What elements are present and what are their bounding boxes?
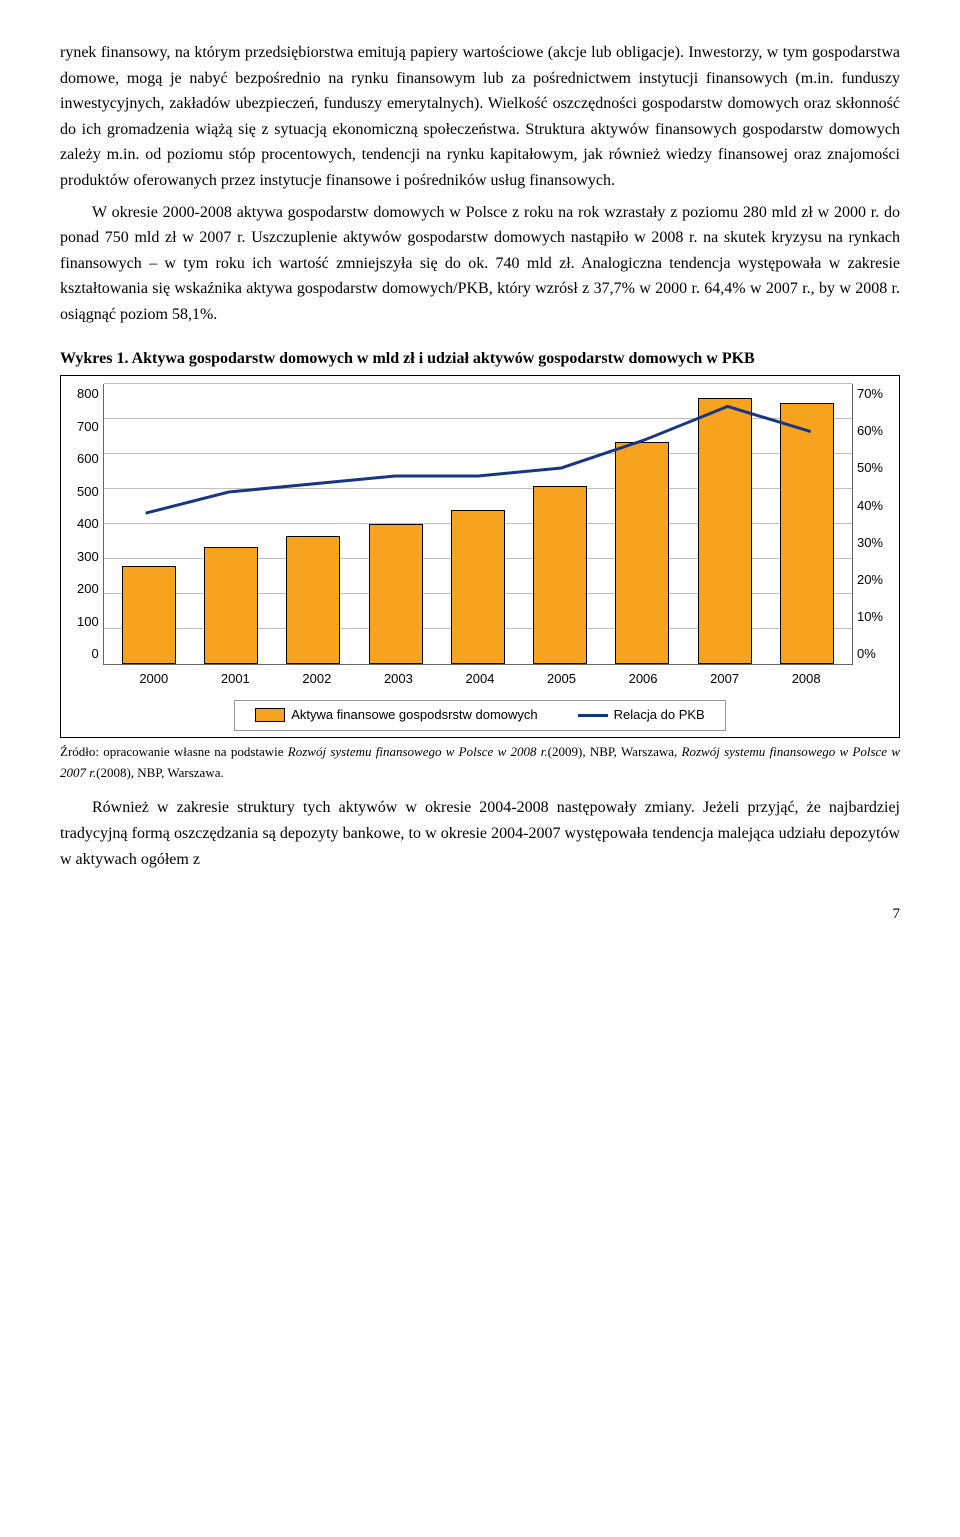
- y-right-tick: 50%: [857, 458, 883, 479]
- page-number: 7: [60, 902, 900, 926]
- chart-bar: [369, 524, 423, 664]
- source-mid: (2009), NBP, Warszawa,: [548, 744, 682, 759]
- chart-bar: [122, 566, 176, 664]
- y-left-tick: 600: [77, 449, 99, 470]
- y-axis-left: 800 700 600 500 400 300 200 100 0: [73, 384, 103, 665]
- x-tick: 2003: [384, 669, 413, 690]
- y-right-tick: 20%: [857, 570, 883, 591]
- chart-plot: [103, 384, 853, 665]
- chart-bar: [204, 547, 258, 664]
- y-left-tick: 100: [77, 612, 99, 633]
- y-left-tick: 200: [77, 579, 99, 600]
- chart-container: 800 700 600 500 400 300 200 100 0 70% 60% 50% 40% 30…: [60, 375, 900, 738]
- y-right-tick: 60%: [857, 421, 883, 442]
- chart-bar: [698, 398, 752, 664]
- chart-area: 800 700 600 500 400 300 200 100 0 70% 60% 50% 40% 30…: [73, 384, 887, 665]
- x-tick: 2007: [710, 669, 739, 690]
- x-tick: 2008: [792, 669, 821, 690]
- x-tick: 2002: [302, 669, 331, 690]
- paragraph-3: Również w zakresie struktury tych aktywó…: [60, 795, 900, 872]
- paragraph-1: rynek finansowy, na którym przedsiębiors…: [60, 40, 900, 194]
- x-tick: 2000: [139, 669, 168, 690]
- y-left-tick: 0: [91, 644, 98, 665]
- y-left-tick: 800: [77, 384, 99, 405]
- legend-bar-label: Aktywa finansowe gospodsrstw domowych: [291, 705, 537, 726]
- chart-source: Źródło: opracowanie własne na podstawie …: [60, 742, 900, 784]
- y-left-tick: 500: [77, 482, 99, 503]
- chart-title: Wykres 1. Aktywa gospodarstw domowych w …: [60, 346, 900, 372]
- source-end: (2008), NBP, Warszawa.: [96, 765, 224, 780]
- y-right-tick: 40%: [857, 496, 883, 517]
- x-axis: 2000 2001 2002 2003 2004 2005 2006 2007 2008: [113, 669, 847, 690]
- chart-bar: [533, 486, 587, 665]
- legend-line-label: Relacja do PKB: [614, 705, 705, 726]
- y-axis-right: 70% 60% 50% 40% 30% 20% 10% 0%: [853, 384, 887, 665]
- source-italic-1: Rozwój systemu finansowego w Polsce w 20…: [288, 744, 548, 759]
- y-left-tick: 700: [77, 417, 99, 438]
- x-tick: 2006: [629, 669, 658, 690]
- chart-bar: [451, 510, 505, 664]
- bar-swatch-icon: [255, 708, 285, 722]
- y-right-tick: 30%: [857, 533, 883, 554]
- legend-item-line: Relacja do PKB: [578, 705, 705, 726]
- chart-bar: [286, 536, 340, 664]
- x-tick: 2001: [221, 669, 250, 690]
- y-left-tick: 400: [77, 514, 99, 535]
- legend-item-bar: Aktywa finansowe gospodsrstw domowych: [255, 705, 537, 726]
- y-left-tick: 300: [77, 547, 99, 568]
- gridline: [104, 383, 852, 384]
- chart-legend: Aktywa finansowe gospodsrstw domowych Re…: [234, 700, 725, 731]
- source-prefix: Źródło: opracowanie własne na podstawie: [60, 744, 288, 759]
- chart-bar: [615, 442, 669, 664]
- chart-bar: [780, 403, 834, 664]
- y-right-tick: 10%: [857, 607, 883, 628]
- line-swatch-icon: [578, 714, 608, 717]
- x-tick: 2005: [547, 669, 576, 690]
- y-right-tick: 0%: [857, 644, 876, 665]
- paragraph-2: W okresie 2000-2008 aktywa gospodarstw d…: [60, 200, 900, 328]
- y-right-tick: 70%: [857, 384, 883, 405]
- x-tick: 2004: [466, 669, 495, 690]
